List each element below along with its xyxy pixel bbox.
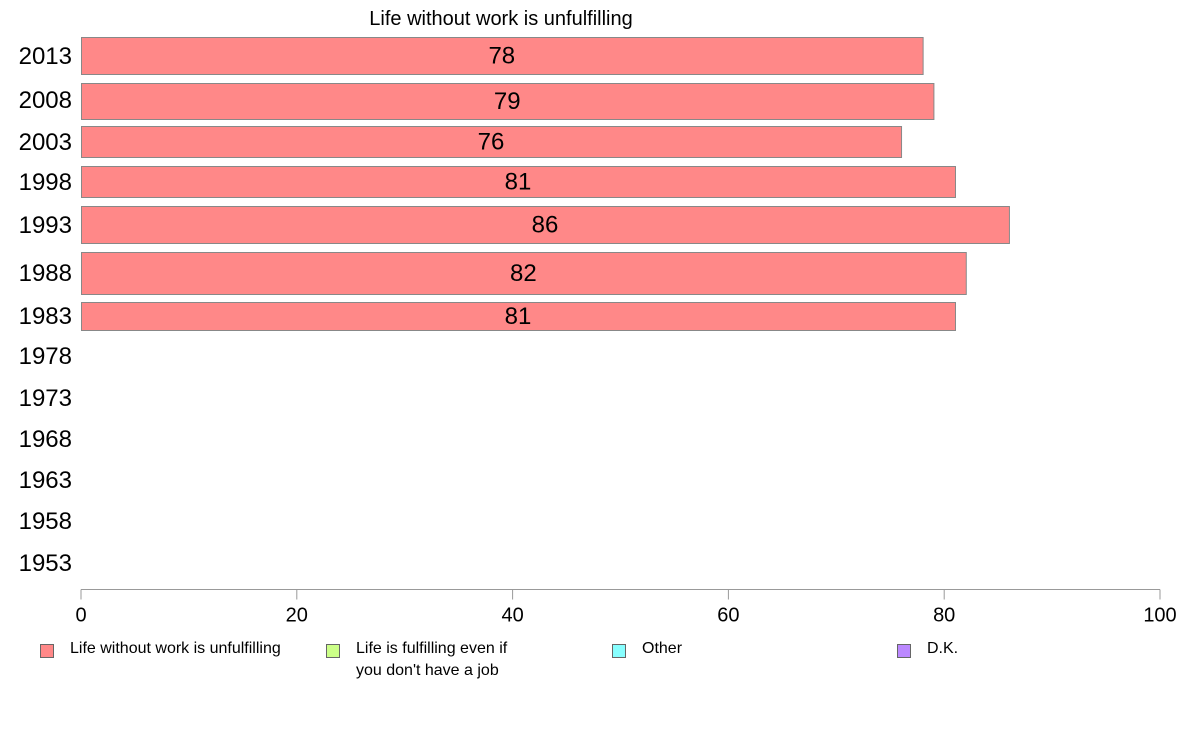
- bar-value-label-1988: 82: [510, 260, 537, 287]
- y-tick-label-1988: 1988: [19, 260, 72, 287]
- y-tick-label-2013: 2013: [19, 43, 72, 70]
- bar-value-label-1993: 86: [532, 212, 559, 239]
- bar-1993: [81, 206, 1010, 244]
- y-tick-label-1953: 1953: [19, 550, 72, 577]
- y-tick-label-1998: 1998: [19, 169, 72, 196]
- bar-2003: [81, 126, 903, 158]
- bar-value-label-1983: 81: [505, 303, 532, 330]
- legend-label: D.K.: [927, 640, 959, 657]
- x-tick-label-40: 40: [501, 605, 523, 627]
- bar-1983: [81, 302, 956, 331]
- x-tick-label-20: 20: [286, 605, 308, 627]
- legend-item-other: Other: [612, 638, 682, 660]
- bar-value-label-2003: 76: [478, 129, 505, 156]
- y-tick-label-1968: 1968: [19, 426, 72, 453]
- legend: Life without work is unfulfilling Life i…: [0, 638, 1188, 698]
- y-tick-label-1963: 1963: [19, 467, 72, 494]
- legend-item-dk: D.K.: [897, 638, 958, 660]
- x-tick-label-100: 100: [1143, 605, 1176, 627]
- legend-swatch: [612, 644, 626, 658]
- bar-value-label-2013: 78: [488, 43, 515, 70]
- bar-1998: [81, 166, 956, 198]
- bar-chart: Life without work is unfulfilling 78 79 76…: [19, 8, 1177, 627]
- y-tick-label-1993: 1993: [19, 212, 72, 239]
- y-tick-label-2008: 2008: [19, 87, 72, 114]
- legend-swatch: [897, 644, 911, 658]
- legend-label: Life is fulfilling even if you don't hav…: [356, 640, 508, 679]
- y-tick-label-1978: 1978: [19, 343, 72, 370]
- legend-swatch: [326, 644, 340, 658]
- legend-swatch: [40, 644, 54, 658]
- chart-title: Life without work is unfulfilling: [369, 8, 632, 30]
- bar-value-label-1998: 81: [505, 169, 532, 196]
- x-tick-label-80: 80: [933, 605, 955, 627]
- y-tick-label-1973: 1973: [19, 385, 72, 412]
- bar-2008: [81, 83, 935, 120]
- legend-item-life-without-work: Life without work is unfulfilling: [40, 638, 281, 660]
- x-tick-label-60: 60: [717, 605, 739, 627]
- y-tick-label-1958: 1958: [19, 508, 72, 535]
- y-tick-label-1983: 1983: [19, 303, 72, 330]
- bar-1988: [81, 252, 967, 295]
- x-tick-label-0: 0: [75, 605, 86, 627]
- legend-item-life-is-fulfilling: Life is fulfilling even if you don't hav…: [326, 638, 507, 682]
- legend-label: Other: [642, 640, 683, 657]
- bar-2013: [81, 37, 924, 75]
- legend-label: Life without work is unfulfilling: [70, 640, 281, 657]
- y-tick-label-2003: 2003: [19, 129, 72, 156]
- bar-value-label-2008: 79: [494, 88, 521, 115]
